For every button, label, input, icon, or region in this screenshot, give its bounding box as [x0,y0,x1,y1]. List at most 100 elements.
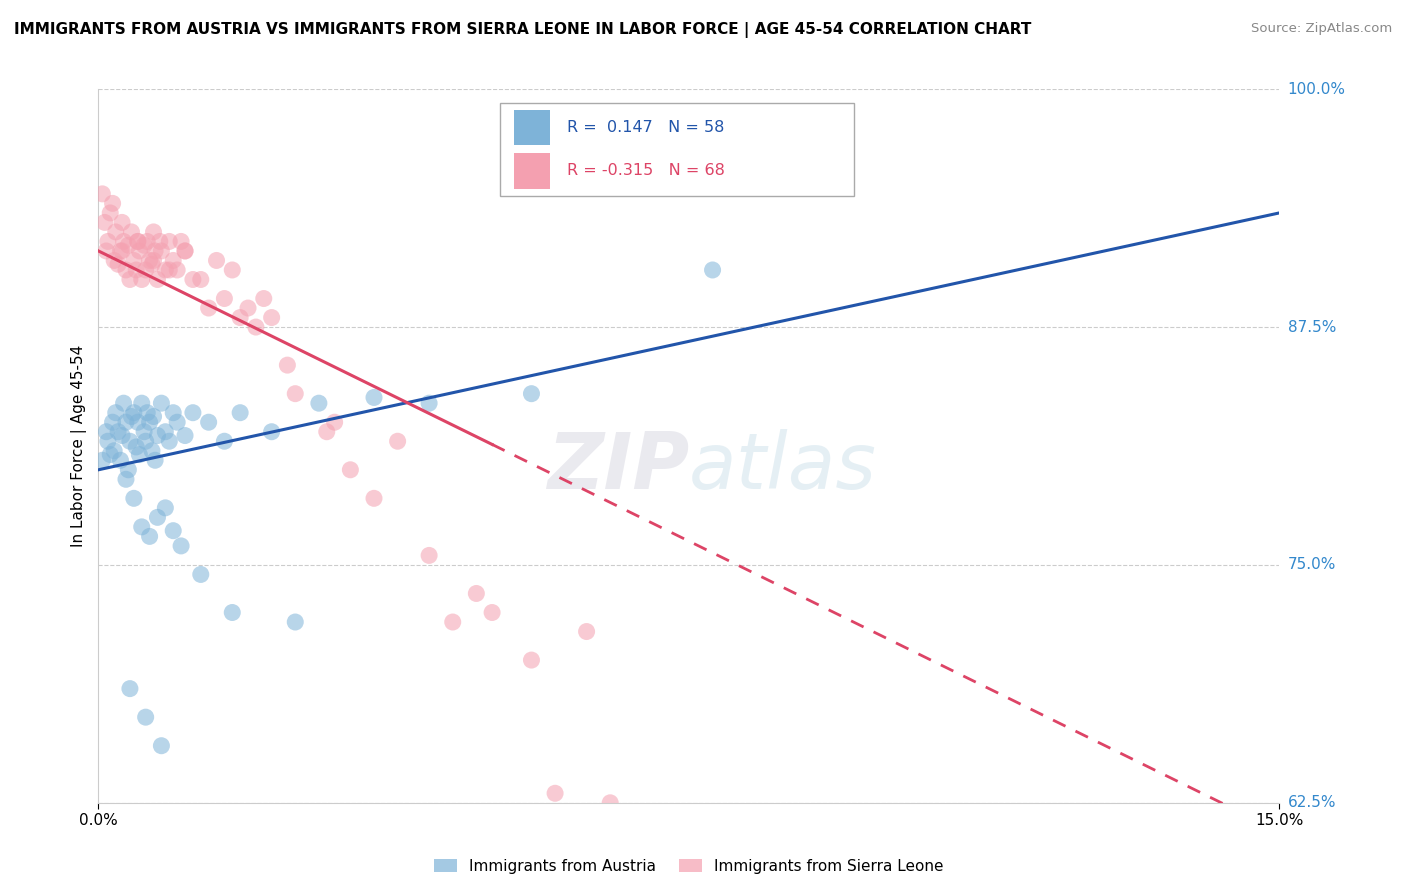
Point [101,196,124,211]
Point [284,386,307,401]
Point [104,225,127,239]
Point [97,434,120,449]
FancyBboxPatch shape [515,153,550,189]
Point [91,453,114,467]
Point [229,406,252,420]
Point [146,510,169,524]
Text: R =  0.147   N = 58: R = 0.147 N = 58 [567,120,724,135]
Point [142,409,165,424]
Point [260,425,283,439]
Point [323,415,346,429]
Point [418,549,440,563]
Point [118,434,141,449]
Point [155,500,177,515]
Point [315,425,337,439]
Point [142,253,165,268]
Point [157,434,180,449]
Point [221,606,243,620]
Point [363,391,385,405]
Point [131,520,153,534]
Point [520,653,543,667]
Point [174,244,197,258]
Point [125,440,148,454]
Text: atlas: atlas [689,429,877,506]
Point [122,491,145,506]
Point [121,409,143,424]
Point [197,415,219,429]
Point [260,310,283,325]
Point [229,310,252,325]
Point [150,244,173,258]
Point [190,567,212,582]
Point [135,263,157,277]
Point [91,186,114,201]
Text: Source: ZipAtlas.com: Source: ZipAtlas.com [1251,22,1392,36]
Point [135,434,157,449]
Point [155,425,177,439]
Point [162,524,184,538]
Text: 75.0%: 75.0% [1288,558,1336,573]
Point [170,539,193,553]
Point [132,425,155,439]
Point [481,606,503,620]
Point [127,415,149,429]
Point [465,586,488,600]
FancyBboxPatch shape [515,110,550,145]
Point [111,244,134,258]
Point [146,428,169,442]
Point [162,253,184,268]
Point [166,263,188,277]
Point [363,491,385,506]
Y-axis label: In Labor Force | Age 45-54: In Labor Force | Age 45-54 [72,345,87,547]
Point [418,396,440,410]
Point [96,425,118,439]
Point [121,225,143,239]
Point [276,358,298,372]
Point [214,292,236,306]
Text: IMMIGRANTS FROM AUSTRIA VS IMMIGRANTS FROM SIERRA LEONE IN LABOR FORCE | AGE 45-: IMMIGRANTS FROM AUSTRIA VS IMMIGRANTS FR… [14,22,1032,38]
Point [308,396,330,410]
Point [136,406,159,420]
Text: ZIP: ZIP [547,429,689,506]
Point [104,406,127,420]
Point [131,396,153,410]
Point [599,796,621,810]
Point [117,463,139,477]
Point [138,415,160,429]
Point [245,320,267,334]
Point [127,235,149,249]
Point [143,244,166,258]
Point [150,739,173,753]
Point [236,301,259,315]
Point [111,215,134,229]
Point [107,257,129,271]
Point [155,263,177,277]
Point [110,453,132,467]
Text: 62.5%: 62.5% [1288,796,1336,810]
FancyBboxPatch shape [501,103,855,196]
Point [112,396,135,410]
Point [575,624,598,639]
Point [170,235,193,249]
Point [214,434,236,449]
Point [205,253,228,268]
Point [127,235,149,249]
Point [520,386,543,401]
Point [136,235,159,249]
Point [115,472,138,486]
Point [253,292,276,306]
Point [125,263,148,277]
Point [162,406,184,420]
Point [181,406,204,420]
Point [141,443,163,458]
Point [149,235,172,249]
Point [96,244,118,258]
Point [132,238,155,252]
Point [143,453,166,467]
Point [98,448,121,462]
Point [128,244,150,258]
Point [142,225,165,239]
Point [166,415,188,429]
Point [190,272,212,286]
Point [93,215,115,229]
